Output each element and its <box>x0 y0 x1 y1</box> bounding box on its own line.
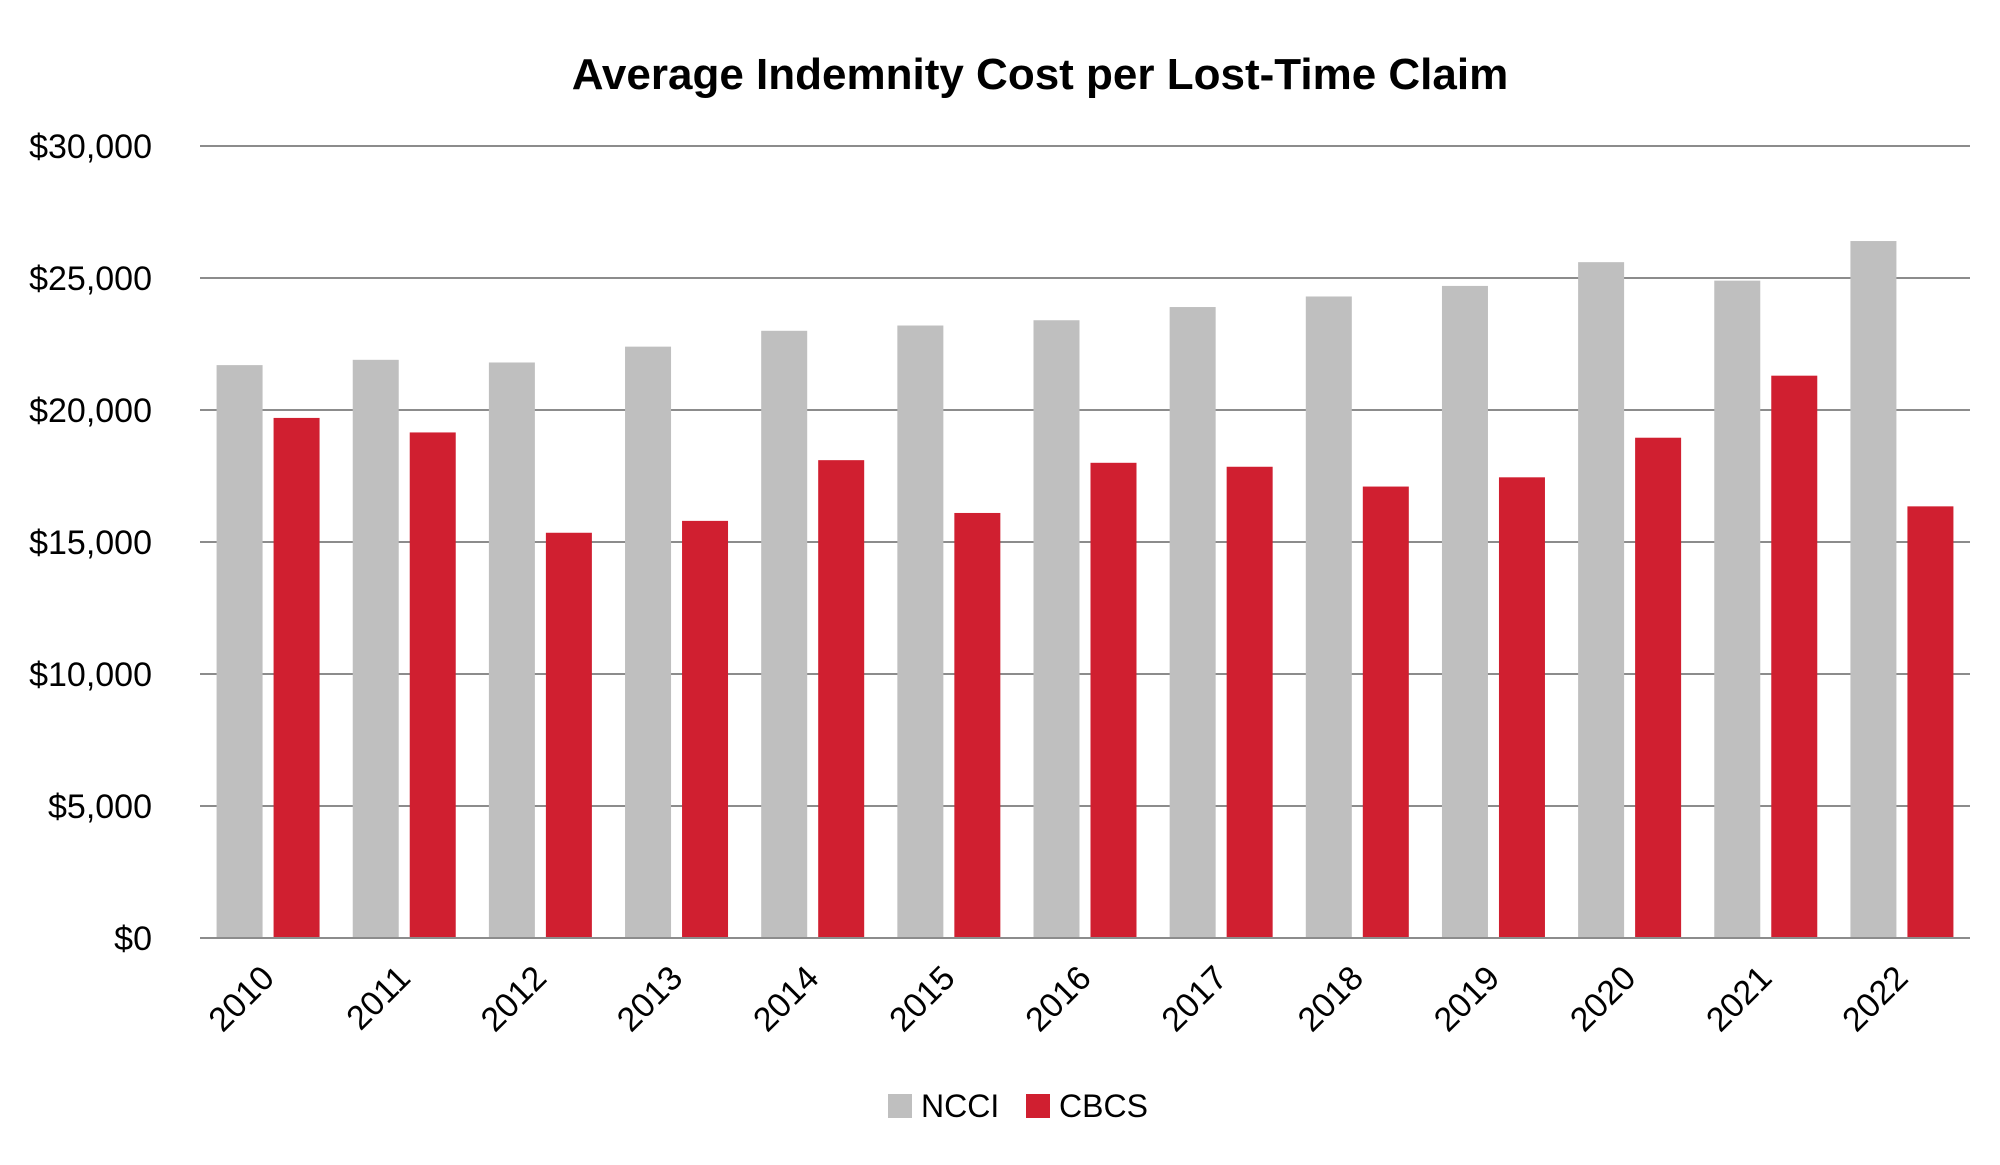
bar-ncci-2019 <box>1441 285 1488 938</box>
x-tick-label: 2019 <box>1427 959 1507 1039</box>
bar-cbcs-2020 <box>1635 437 1682 938</box>
x-tick-label: 2014 <box>746 959 826 1039</box>
bar-ncci-2017 <box>1169 307 1216 938</box>
bars <box>216 241 1954 939</box>
bar-ncci-2021 <box>1714 280 1761 938</box>
legend-swatch <box>1026 1094 1050 1118</box>
legend-item-ncci: NCCI <box>888 1088 999 1124</box>
gridlines <box>200 145 1970 807</box>
x-tick-label: 2010 <box>201 959 281 1039</box>
bar-cbcs-2018 <box>1362 486 1409 938</box>
x-tick-label: 2013 <box>610 959 690 1039</box>
bar-cbcs-2022 <box>1907 506 1954 938</box>
x-tick-label: 2022 <box>1835 959 1915 1039</box>
bar-ncci-2022 <box>1850 241 1897 939</box>
bar-cbcs-2014 <box>818 460 865 938</box>
x-tick-label: 2016 <box>1018 959 1098 1039</box>
bar-cbcs-2017 <box>1226 466 1273 938</box>
bar-cbcs-2012 <box>545 532 592 938</box>
bar-cbcs-2021 <box>1771 375 1818 938</box>
bar-cbcs-2010 <box>273 417 320 938</box>
x-tick-label: 2017 <box>1154 959 1234 1039</box>
y-tick-label: $25,000 <box>29 260 152 298</box>
bar-cbcs-2013 <box>682 520 729 938</box>
x-tick-label: 2020 <box>1563 959 1643 1039</box>
bar-ncci-2013 <box>625 346 672 938</box>
bar-cbcs-2016 <box>1090 462 1137 938</box>
y-tick-label: $20,000 <box>29 392 152 430</box>
legend-label: NCCI <box>921 1088 999 1124</box>
x-tick-label: 2011 <box>339 959 418 1038</box>
legend: NCCI CBCS <box>888 1088 1148 1124</box>
x-axis-tick-labels: 2010 2011 2012 2013 2014 2015 2016 2017 2018 2019… <box>201 959 1915 1039</box>
legend-item-cbcs: CBCS <box>1026 1088 1148 1124</box>
bar-ncci-2015 <box>897 325 944 938</box>
y-tick-label: $0 <box>114 920 152 958</box>
bar-cbcs-2011 <box>409 432 456 938</box>
bar-ncci-2012 <box>488 362 535 939</box>
legend-swatch <box>888 1094 912 1118</box>
bar-ncci-2018 <box>1305 296 1352 939</box>
bar-ncci-2014 <box>761 330 808 938</box>
bar-cbcs-2019 <box>1498 477 1545 938</box>
chart-title: Average Indemnity Cost per Lost-Time Cla… <box>572 50 1508 99</box>
y-tick-label: $10,000 <box>29 656 152 694</box>
y-tick-label: $30,000 <box>29 128 152 166</box>
bar-ncci-2010 <box>216 365 263 938</box>
x-tick-label: 2015 <box>882 959 962 1039</box>
bar-ncci-2020 <box>1578 262 1625 938</box>
x-tick-label: 2021 <box>1699 959 1779 1039</box>
y-tick-label: $5,000 <box>48 788 152 826</box>
bar-ncci-2016 <box>1033 320 1080 938</box>
bar-cbcs-2015 <box>954 512 1001 938</box>
y-tick-label: $15,000 <box>29 524 152 562</box>
bar-ncci-2011 <box>352 359 399 939</box>
x-tick-label: 2012 <box>474 959 554 1039</box>
y-axis-tick-labels: $0 $5,000 $10,000 $15,000 $20,000 $25,000 $30,… <box>29 128 152 958</box>
x-tick-label: 2018 <box>1291 959 1371 1039</box>
legend-label: CBCS <box>1059 1088 1148 1124</box>
